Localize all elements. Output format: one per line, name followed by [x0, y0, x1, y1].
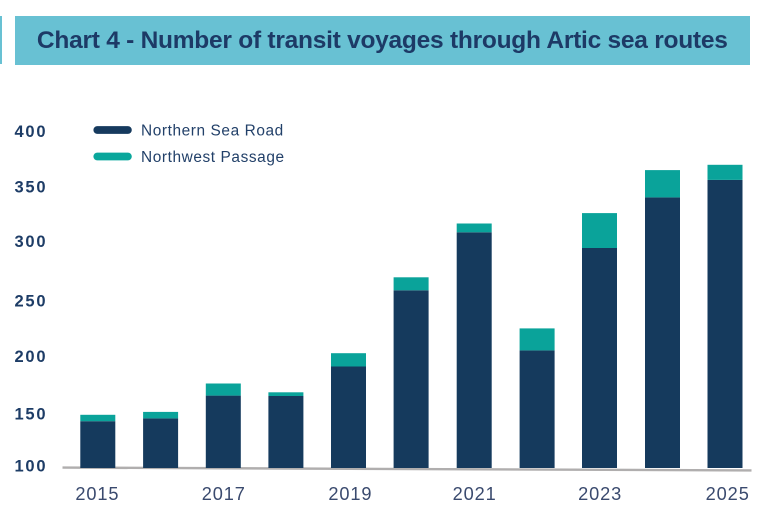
- svg-text:2019: 2019: [328, 484, 372, 504]
- svg-text:2025: 2025: [706, 484, 750, 504]
- svg-text:2015: 2015: [75, 484, 119, 504]
- svg-text:2017: 2017: [202, 484, 246, 504]
- svg-text:250: 250: [14, 292, 47, 310]
- svg-text:2023: 2023: [578, 484, 622, 504]
- svg-text:400: 400: [14, 123, 47, 141]
- svg-text:150: 150: [14, 406, 47, 424]
- svg-text:350: 350: [14, 179, 47, 197]
- svg-text:300: 300: [14, 233, 47, 251]
- svg-text:Northern Sea Road: Northern Sea Road: [141, 123, 284, 140]
- svg-text:200: 200: [14, 348, 47, 366]
- svg-text:100: 100: [14, 457, 47, 475]
- svg-text:Northwest Passage: Northwest Passage: [141, 149, 285, 166]
- svg-text:2021: 2021: [453, 484, 497, 504]
